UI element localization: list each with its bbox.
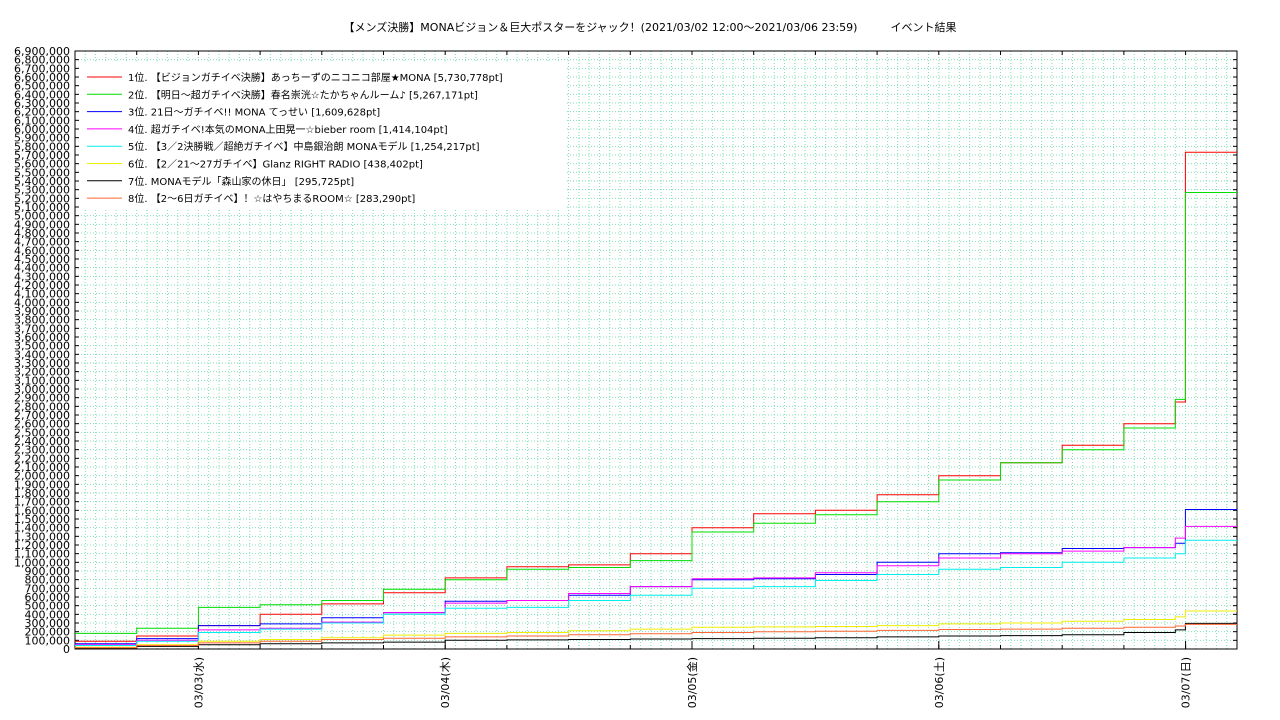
y-tick-label: 2,500,000 xyxy=(14,426,70,439)
y-tick-label: 5,700,000 xyxy=(14,149,70,162)
y-tick-label: 4,900,000 xyxy=(14,218,70,231)
y-tick-label: 300,000 xyxy=(25,617,71,630)
y-tick-label: 3,700,000 xyxy=(14,322,70,335)
y-tick-label: 4,300,000 xyxy=(14,270,70,283)
y-tick-label: 4,500,000 xyxy=(14,253,70,266)
y-tick-label: 4,400,000 xyxy=(14,262,70,275)
legend-label-4: 4位. 超ガチイベ!本気のMONA上田晃一☆bieber room [1,414… xyxy=(128,123,448,136)
y-tick-label: 5,000,000 xyxy=(14,210,70,223)
x-tick-label: 03/07(日) xyxy=(1180,657,1193,708)
legend-label-8: 8位. 【2〜6日ガチイベ】！☆はやちまるROOM☆ [283,290pt] xyxy=(128,192,415,205)
y-tick-label: 2,900,000 xyxy=(14,392,70,405)
y-tick-label: 6,600,000 xyxy=(14,71,70,84)
y-tick-label: 4,700,000 xyxy=(14,236,70,249)
y-tick-label: 1,800,000 xyxy=(14,487,70,500)
y-tick-label: 5,400,000 xyxy=(14,175,70,188)
x-tick-label: 03/03(水) xyxy=(192,657,205,708)
y-tick-label: 1,200,000 xyxy=(14,539,70,552)
series-line-3 xyxy=(75,509,1237,645)
y-tick-label: 5,600,000 xyxy=(14,158,70,171)
y-tick-label: 6,900,000 xyxy=(14,45,70,58)
y-tick-label: 6,300,000 xyxy=(14,97,70,110)
y-tick-label: 6,700,000 xyxy=(14,62,70,75)
y-tick-label: 700,000 xyxy=(25,582,71,595)
plot-border xyxy=(74,50,1238,650)
y-tick-label: 4,200,000 xyxy=(14,279,70,292)
x-tick-label: 03/04(木) xyxy=(439,657,452,708)
y-tick-label: 1,900,000 xyxy=(14,478,70,491)
y-tick-label: 1,600,000 xyxy=(14,504,70,517)
axes-layer: 0100,000200,000300,000400,000500,000600,… xyxy=(14,45,1238,708)
y-tick-label: 4,800,000 xyxy=(14,227,70,240)
y-tick-label: 3,800,000 xyxy=(14,314,70,327)
y-tick-label: 6,200,000 xyxy=(14,106,70,119)
series-line-2 xyxy=(75,192,1237,634)
y-tick-label: 2,100,000 xyxy=(14,461,70,474)
y-tick-label: 1,400,000 xyxy=(14,522,70,535)
y-tick-label: 2,800,000 xyxy=(14,400,70,413)
y-tick-label: 3,600,000 xyxy=(14,331,70,344)
y-tick-label: 5,900,000 xyxy=(14,132,70,145)
y-tick-label: 4,600,000 xyxy=(14,244,70,257)
y-tick-label: 100,000 xyxy=(25,634,71,647)
y-tick-label: 6,500,000 xyxy=(14,80,70,93)
series-line-5 xyxy=(75,539,1237,646)
legend-label-6: 6位. 【2／21〜27ガチイベ】Glanz RIGHT RADIO [438,… xyxy=(128,158,423,171)
y-tick-label: 2,600,000 xyxy=(14,418,70,431)
legend-background xyxy=(80,63,567,209)
y-tick-label: 1,300,000 xyxy=(14,530,70,543)
y-tick-label: 2,700,000 xyxy=(14,409,70,422)
y-tick-label: 3,300,000 xyxy=(14,357,70,370)
y-tick-label: 3,000,000 xyxy=(14,383,70,396)
legend-label-2: 2位. 【明日〜超ガチイベ決勝】春名崇洸☆たかちゃんルーム♪ [5,267,17… xyxy=(128,88,478,101)
legend-label-5: 5位. 【3／2決勝戦／超絶ガチイベ】中島銀治朗 MONAモデル [1,254,… xyxy=(128,140,480,153)
series-line-6 xyxy=(75,610,1237,648)
y-tick-label: 5,800,000 xyxy=(14,140,70,153)
y-tick-label: 6,800,000 xyxy=(14,54,70,67)
series-line-8 xyxy=(75,623,1237,649)
legend-label-1: 1位. 【ビジョンガチイベ決勝】あっちーずのニコニコ部屋★MONA [5,730… xyxy=(128,71,503,84)
x-tick-label: 03/06(土) xyxy=(933,657,946,708)
y-tick-label: 4,000,000 xyxy=(14,296,70,309)
y-tick-label: 500,000 xyxy=(25,600,71,613)
y-tick-label: 2,200,000 xyxy=(14,452,70,465)
y-tick-label: 200,000 xyxy=(25,626,71,639)
y-tick-label: 2,400,000 xyxy=(14,435,70,448)
x-tick-label: 03/05(金) xyxy=(685,657,699,708)
series-layer xyxy=(75,151,1237,649)
y-tick-label: 400,000 xyxy=(25,608,71,621)
y-tick-label: 5,100,000 xyxy=(14,201,70,214)
y-tick-label: 5,300,000 xyxy=(14,184,70,197)
y-tick-label: 800,000 xyxy=(25,574,71,587)
y-tick-label: 600,000 xyxy=(25,591,71,604)
y-tick-label: 6,000,000 xyxy=(14,123,70,136)
y-tick-label: 3,900,000 xyxy=(14,305,70,318)
legend-label-3: 3位. 21日〜ガチイベ!! MONA てっせい [1,609,628pt] xyxy=(128,106,380,119)
chart-title: 【メンズ決勝】MONAビジョン＆巨大ポスターをジャック！(2021/03/02 … xyxy=(343,21,957,34)
y-tick-label: 1,100,000 xyxy=(14,548,70,561)
series-line-7 xyxy=(75,622,1237,649)
series-line-4 xyxy=(75,525,1237,646)
y-tick-label: 6,400,000 xyxy=(14,88,70,101)
y-tick-label: 4,100,000 xyxy=(14,288,70,301)
y-tick-label: 1,500,000 xyxy=(14,513,70,526)
y-tick-label: 900,000 xyxy=(25,565,71,578)
y-tick-label: 2,300,000 xyxy=(14,444,70,457)
y-tick-label: 0 xyxy=(63,643,70,656)
y-tick-label: 5,200,000 xyxy=(14,192,70,205)
y-tick-label: 1,000,000 xyxy=(14,556,70,569)
y-tick-label: 3,200,000 xyxy=(14,366,70,379)
legend-label-7: 7位. MONAモデル「森山家の休日」 [295,725pt] xyxy=(128,175,354,188)
y-tick-label: 5,500,000 xyxy=(14,166,70,179)
y-tick-label: 6,100,000 xyxy=(14,114,70,127)
y-tick-label: 2,000,000 xyxy=(14,470,70,483)
y-tick-label: 1,700,000 xyxy=(14,496,70,509)
y-tick-label: 3,100,000 xyxy=(14,374,70,387)
legend: 1位. 【ビジョンガチイベ決勝】あっちーずのニコニコ部屋★MONA [5,730… xyxy=(80,63,567,209)
y-tick-label: 3,400,000 xyxy=(14,348,70,361)
y-tick-label: 3,500,000 xyxy=(14,340,70,353)
